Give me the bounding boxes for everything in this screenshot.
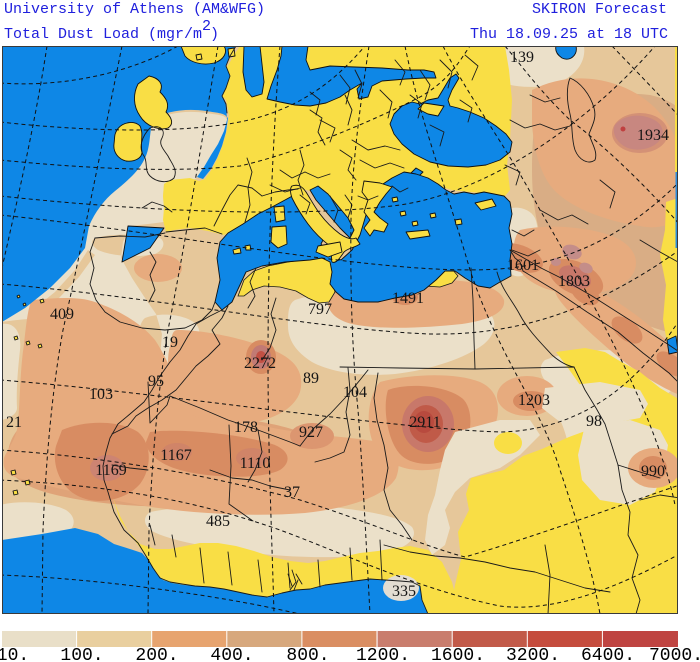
svg-text:6400.: 6400.: [581, 646, 635, 662]
svg-text:335: 335: [392, 583, 416, 600]
svg-text:1601: 1601: [507, 257, 539, 274]
svg-text:Thu 18.09.25 at 18 UTC: Thu 18.09.25 at 18 UTC: [470, 26, 668, 43]
svg-text:178: 178: [234, 419, 258, 436]
svg-text:3200.: 3200.: [506, 646, 560, 662]
svg-text:University of Athens (AM&WFG): University of Athens (AM&WFG): [4, 1, 265, 18]
svg-text:139: 139: [510, 49, 534, 66]
svg-text:10.: 10.: [0, 646, 29, 662]
svg-text:19: 19: [162, 334, 178, 351]
svg-text:2911: 2911: [409, 414, 440, 431]
svg-text:37: 37: [284, 484, 300, 501]
svg-text:1203: 1203: [518, 392, 550, 409]
svg-text:1110: 1110: [240, 455, 271, 472]
svg-text:89: 89: [303, 370, 319, 387]
svg-text:): ): [210, 26, 219, 43]
svg-text:98: 98: [586, 413, 602, 430]
svg-text:2272: 2272: [244, 355, 276, 372]
svg-text:1803: 1803: [558, 273, 590, 290]
svg-text:797: 797: [308, 301, 332, 318]
svg-text:103: 103: [89, 386, 113, 403]
svg-text:400.: 400.: [210, 646, 253, 662]
svg-text:200.: 200.: [135, 646, 178, 662]
svg-text:990: 990: [641, 463, 665, 480]
svg-text:Total Dust Load (mgr/m: Total Dust Load (mgr/m: [4, 26, 202, 43]
svg-text:1934: 1934: [637, 127, 669, 144]
svg-text:409: 409: [50, 306, 74, 323]
svg-text:2: 2: [202, 18, 211, 35]
svg-text:1600.: 1600.: [431, 646, 485, 662]
svg-text:100.: 100.: [60, 646, 103, 662]
svg-text:485: 485: [206, 513, 230, 530]
svg-text:SKIRON Forecast: SKIRON Forecast: [532, 1, 667, 18]
svg-text:927: 927: [299, 424, 323, 441]
svg-text:1200.: 1200.: [356, 646, 410, 662]
svg-text:1491: 1491: [392, 290, 424, 307]
svg-text:1167: 1167: [160, 447, 191, 464]
svg-text:7000.: 7000.: [649, 646, 700, 662]
svg-text:1169: 1169: [95, 462, 126, 479]
svg-text:800.: 800.: [286, 646, 329, 662]
svg-text:95: 95: [148, 373, 164, 390]
svg-text:104: 104: [343, 384, 367, 401]
svg-text:21: 21: [6, 414, 22, 431]
